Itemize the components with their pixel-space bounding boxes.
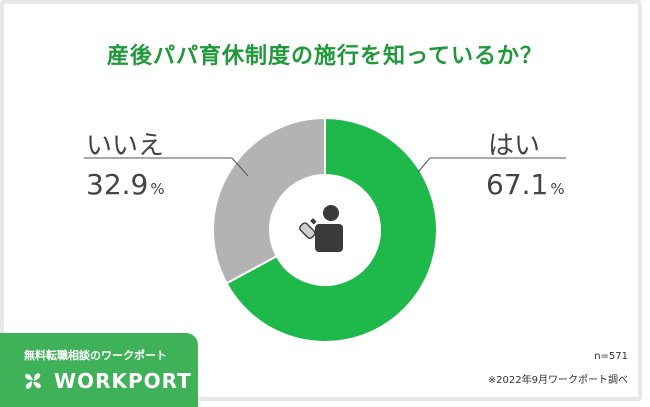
brand-logo: WORKPORT (20, 367, 192, 395)
leader-line-yes (417, 157, 431, 173)
label-yes-value: 67.1 (486, 168, 549, 201)
clover-logo-icon (25, 373, 41, 389)
leader-line-no-diag (231, 157, 249, 177)
parent-bottle-icon (299, 205, 343, 252)
label-no-value: 32.9 (86, 168, 149, 201)
label-yes-value-wrap: 67.1% (486, 168, 565, 201)
label-yes-unit: % (550, 180, 565, 198)
label-yes-category: はい (488, 131, 541, 161)
label-no-value-wrap: 32.9% (86, 168, 165, 201)
label-no-unit: % (150, 180, 165, 198)
chart-title: 産後パパ育休制度の施行を知っているか？ (107, 44, 543, 69)
brand-tagline: 無料転職相談のワークポート (24, 349, 167, 362)
label-no-category: いいえ (86, 131, 165, 161)
sample-size-note: n=571 (594, 351, 628, 362)
brand-banner: 無料転職相談のワークポート WORKPORT (0, 333, 198, 407)
donut-slice-no (212, 116, 326, 285)
brand-name: WORKPORT (54, 369, 192, 393)
donut-slice-yes (225, 116, 438, 343)
source-note: ※2022年9月ワークポート調べ (487, 375, 628, 386)
